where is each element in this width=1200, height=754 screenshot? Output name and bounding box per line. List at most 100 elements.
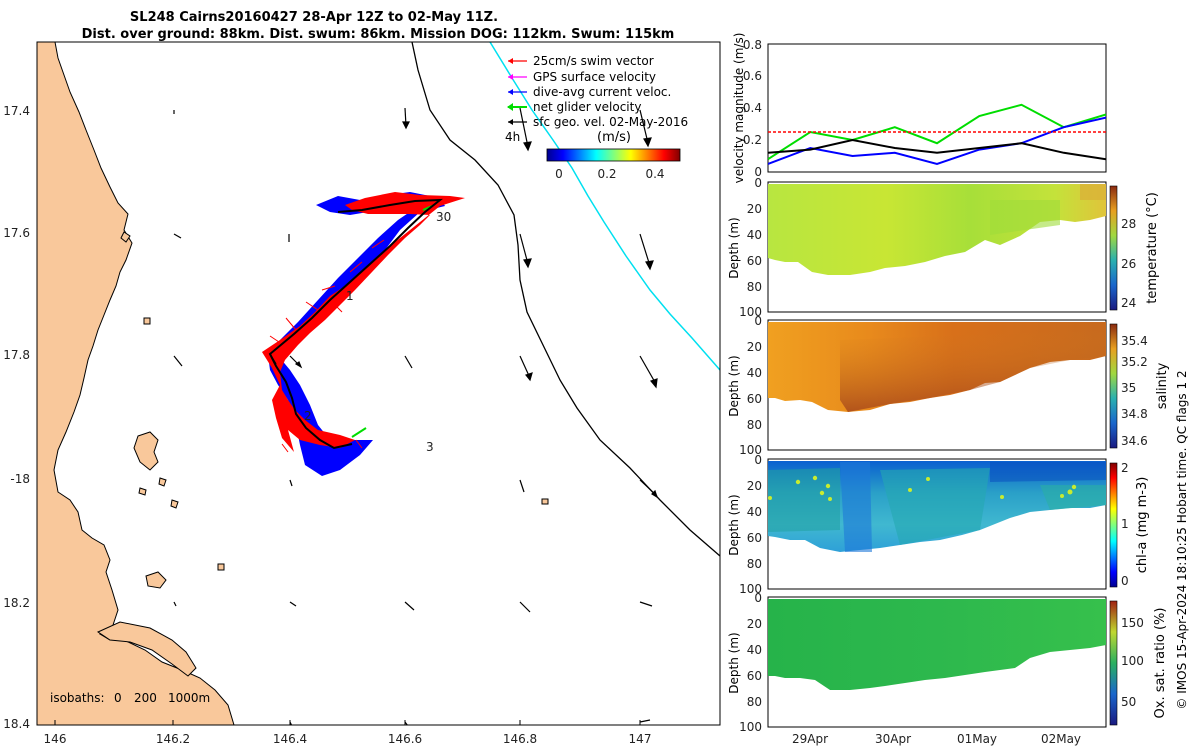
velocity-ytick: 0.2 <box>743 133 762 147</box>
glider-track <box>268 198 444 450</box>
isobath-value: 0 <box>114 691 122 705</box>
salinity-ytick: 40 <box>747 366 762 380</box>
temperature-ytick: 20 <box>747 202 762 216</box>
salinity-colorbar <box>1109 323 1118 449</box>
temperature-cbar-tick: 26 <box>1121 257 1136 271</box>
velocity-ytick: 0.6 <box>743 69 762 83</box>
map-y-ticks: 17.4 17.6 17.8 -18 18.2 18.4 <box>3 104 30 731</box>
time-axis: 29Apr 30Apr 01May 02May <box>792 732 1081 746</box>
time-tick-label: 01May <box>957 732 997 746</box>
salinity-ytick: 60 <box>747 392 762 406</box>
isobath-1000m <box>489 42 720 371</box>
temperature-cbar-tick: 28 <box>1121 217 1136 231</box>
chla-cbar-label: chl-a (mg m-3) <box>1135 477 1150 574</box>
island <box>170 499 179 509</box>
island <box>120 231 131 243</box>
day-marker: 1 <box>346 289 354 303</box>
island <box>145 571 167 589</box>
oxygen-colorbar <box>1109 600 1118 726</box>
map-y-tick-label: 17.4 <box>3 104 30 118</box>
island <box>96 621 197 677</box>
island <box>217 563 225 571</box>
velocity-ytick: 0.8 <box>743 38 762 52</box>
credit-footer: © IMOS 15-Apr-2024 18:10:25 Hobart time.… <box>1175 370 1189 709</box>
temperature-colorbar <box>1109 185 1118 311</box>
title-line-2: Dist. over ground: 88km. Dist. swum: 86k… <box>82 27 675 42</box>
sfc-geo-velocity-arrows <box>173 107 659 725</box>
chla-highlights <box>768 475 1077 501</box>
temperature-ytick: 40 <box>747 228 762 242</box>
temperature-cbar-tick: 24 <box>1121 296 1136 310</box>
chla-ytick: 20 <box>747 479 762 493</box>
map-x-tick-label: 147 <box>629 732 652 746</box>
chla-ytick: 60 <box>747 531 762 545</box>
coastline-land <box>37 42 235 725</box>
chla-ytick: 80 <box>747 557 762 571</box>
chla-cbar-tick: 0 <box>1121 574 1129 588</box>
day-marker: 30 <box>436 210 451 224</box>
map-y-tick-label: 18.4 <box>3 717 30 731</box>
isobath-200m <box>411 42 720 557</box>
oxygen-cbar-tick: 150 <box>1121 616 1144 630</box>
map-x-tick-label: 146.2 <box>156 732 190 746</box>
isobath-value: 200 <box>134 691 157 705</box>
map-x-tick-label: 146 <box>44 732 67 746</box>
oxygen-ylabel: Depth (m) <box>727 632 741 693</box>
colorbar-tick: 0 <box>555 167 563 181</box>
oxygen-panel: 0 20 40 60 80 100 Depth (m) 50 100 150 O… <box>727 591 1168 734</box>
map-axes: 30 1 2 3 146 146.2 146.4 146.6 146.8 147… <box>3 41 721 746</box>
chla-ylabel: Depth (m) <box>727 494 741 555</box>
map-y-tick-label: -18 <box>10 472 30 486</box>
salinity-cbar-tick: 34.8 <box>1121 407 1148 421</box>
velocity-ytick: 0.4 <box>743 101 762 115</box>
chla-ytick: 40 <box>747 505 762 519</box>
colorbar-units: (m/s) <box>597 130 631 145</box>
legend-label-gps: GPS surface velocity <box>533 70 656 84</box>
isobath-label: isobaths: <box>50 691 105 705</box>
map-y-tick-label: 17.6 <box>3 226 30 240</box>
map-frame <box>36 41 721 726</box>
salinity-cbar-label: salinity <box>1155 362 1170 409</box>
island <box>133 431 159 471</box>
chla-cbar-tick: 2 <box>1121 461 1129 475</box>
legend-label-net: net glider velocity <box>533 100 641 114</box>
oxygen-section <box>768 599 1106 690</box>
temperature-ylabel: Depth (m) <box>727 217 741 278</box>
colorbar-tick: 0.4 <box>645 167 664 181</box>
velocity-ytick: 0 <box>754 165 762 179</box>
salinity-ytick: 20 <box>747 340 762 354</box>
isobath-value: 1000m <box>168 691 210 705</box>
map-x-tick-label: 146.4 <box>273 732 307 746</box>
time-tick-label: 29Apr <box>792 732 828 746</box>
temperature-panel: 0 20 40 60 80 100 Depth (m) 24 26 28 tem… <box>727 176 1160 319</box>
chla-cbar-tick: 1 <box>1121 517 1129 531</box>
oxygen-cbar-label: Ox. sat. ratio (%) <box>1153 608 1168 719</box>
temperature-ytick: 60 <box>747 254 762 268</box>
oxygen-ytick: 80 <box>747 695 762 709</box>
salinity-cbar-tick: 34.6 <box>1121 434 1148 448</box>
salinity-cbar-tick: 35.2 <box>1121 355 1148 369</box>
island <box>138 487 147 496</box>
chla-colorbar <box>1109 462 1118 588</box>
velocity-ylabel: velocity magnitude (m/s) <box>732 33 746 184</box>
oxygen-ytick: 0 <box>754 591 762 605</box>
day-marker: 3 <box>426 440 434 454</box>
temperature-ytick: 80 <box>747 280 762 294</box>
salinity-panel: 0 20 40 60 80 100 Depth (m) 34.6 34.8 35… <box>727 314 1170 457</box>
swim-vector-swath <box>269 239 385 453</box>
temperature-ytick: 100 <box>739 305 762 319</box>
island <box>541 498 549 505</box>
time-tick-label: 30Apr <box>875 732 911 746</box>
swim-vector-swath <box>262 192 465 452</box>
chla-ytick: 100 <box>739 582 762 596</box>
colorbar-tick: 0.2 <box>597 167 616 181</box>
legend-4h-label: 4h <box>505 130 520 144</box>
glider-track-tail <box>269 353 277 365</box>
map-legend: 25cm/s swim vector GPS surface velocity … <box>505 54 688 181</box>
velocity-series-line <box>768 103 1106 161</box>
velocity-series-line <box>768 138 1106 161</box>
oxygen-cbar-tick: 100 <box>1121 654 1144 668</box>
map-x-ticks: 146 146.2 146.4 146.6 146.8 147 <box>44 720 652 746</box>
oxygen-ytick: 40 <box>747 643 762 657</box>
oxygen-ytick: 100 <box>739 720 762 734</box>
